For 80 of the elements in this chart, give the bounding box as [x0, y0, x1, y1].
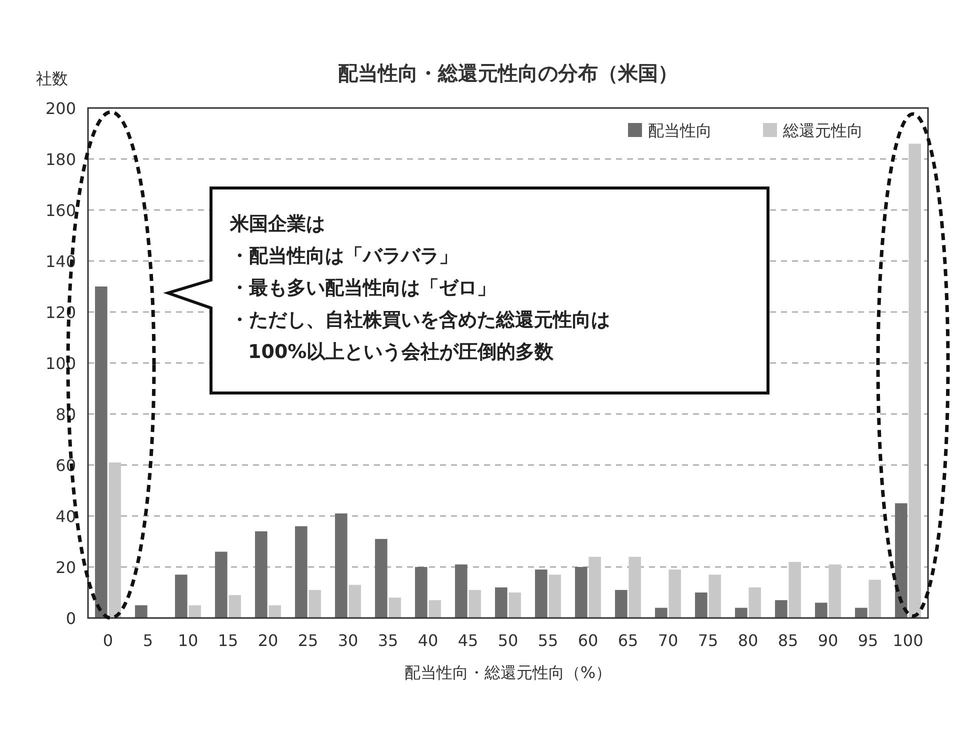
bar	[615, 590, 628, 618]
x-tick-label: 45	[458, 631, 478, 650]
bar	[655, 608, 668, 618]
bar	[855, 608, 868, 618]
x-tick-label: 50	[498, 631, 518, 650]
x-tick-label: 40	[418, 631, 438, 650]
annotation: ・最も多い配当性向は「ゼロ」	[230, 277, 496, 299]
annotation: ・ただし、自社株買いを含めた総還元性向は	[230, 309, 610, 331]
bar	[708, 574, 721, 618]
y-tick-label: 180	[45, 150, 76, 169]
bar	[428, 600, 441, 618]
x-tick-label: 80	[738, 631, 758, 650]
x-tick-label: 0	[102, 631, 114, 650]
bar	[695, 592, 708, 618]
bar	[908, 144, 921, 618]
bar	[895, 503, 908, 618]
legend-label: 配当性向	[648, 121, 712, 140]
y-tick-label: 60	[56, 456, 76, 475]
bar	[108, 462, 121, 618]
bar	[348, 584, 361, 618]
y-tick-label: 160	[45, 201, 76, 220]
bar	[228, 595, 241, 618]
bar	[775, 600, 788, 618]
bar	[628, 556, 641, 618]
bar	[295, 526, 308, 618]
y-tick-label: 40	[56, 507, 76, 526]
y-tick-label: 200	[45, 99, 76, 118]
x-tick-label: 60	[578, 631, 598, 650]
bar	[268, 605, 281, 618]
bar	[788, 562, 801, 618]
bar	[575, 567, 588, 618]
bar	[548, 574, 561, 618]
bar	[535, 570, 548, 618]
bar	[375, 538, 388, 618]
bar	[468, 590, 481, 618]
bar	[588, 556, 601, 618]
x-axis-title: 配当性向・総還元性向（%）	[404, 663, 612, 682]
bar	[95, 286, 108, 618]
x-tick-label: 70	[658, 631, 678, 650]
bar	[308, 590, 321, 618]
y-tick-label: 140	[45, 252, 76, 271]
bar	[188, 605, 201, 618]
bar	[815, 602, 828, 618]
bar	[748, 587, 761, 618]
x-tick-label: 95	[858, 631, 878, 650]
bar	[455, 564, 468, 618]
annotation: 100%以上という会社が圧倒的多数	[248, 341, 555, 363]
x-tick-label: 65	[618, 631, 638, 650]
bar	[335, 513, 348, 618]
x-tick-label: 100	[892, 631, 924, 650]
x-tick-label: 30	[338, 631, 358, 650]
annotation: 米国企業は	[229, 213, 325, 235]
bar	[215, 552, 228, 618]
bar	[828, 564, 841, 618]
bar	[135, 605, 148, 618]
bar	[868, 580, 881, 618]
x-tick-label: 5	[142, 631, 154, 650]
y-tick-label: 20	[56, 558, 76, 577]
annotation: ・配当性向は「バラバラ」	[230, 245, 458, 267]
x-tick-label: 35	[378, 631, 398, 650]
x-tick-label: 85	[778, 631, 798, 650]
legend-label: 総還元性向	[782, 121, 863, 140]
x-tick-label: 90	[818, 631, 838, 650]
bar	[255, 531, 268, 618]
bar	[388, 598, 401, 618]
bar	[668, 570, 681, 618]
bar	[415, 567, 428, 618]
bar	[735, 608, 748, 618]
y-tick-label: 0	[66, 609, 76, 628]
chart-title: 配当性向・総還元性向の分布（米国）	[338, 61, 678, 85]
x-tick-label: 15	[218, 631, 238, 650]
bar	[175, 574, 188, 618]
x-tick-label: 10	[178, 631, 198, 650]
y-axis-title: 社数	[36, 69, 68, 88]
bar	[508, 592, 521, 618]
bar	[495, 587, 508, 618]
x-tick-label: 25	[298, 631, 318, 650]
x-tick-label: 20	[258, 631, 278, 650]
x-tick-label: 55	[538, 631, 558, 650]
x-tick-label: 75	[698, 631, 718, 650]
